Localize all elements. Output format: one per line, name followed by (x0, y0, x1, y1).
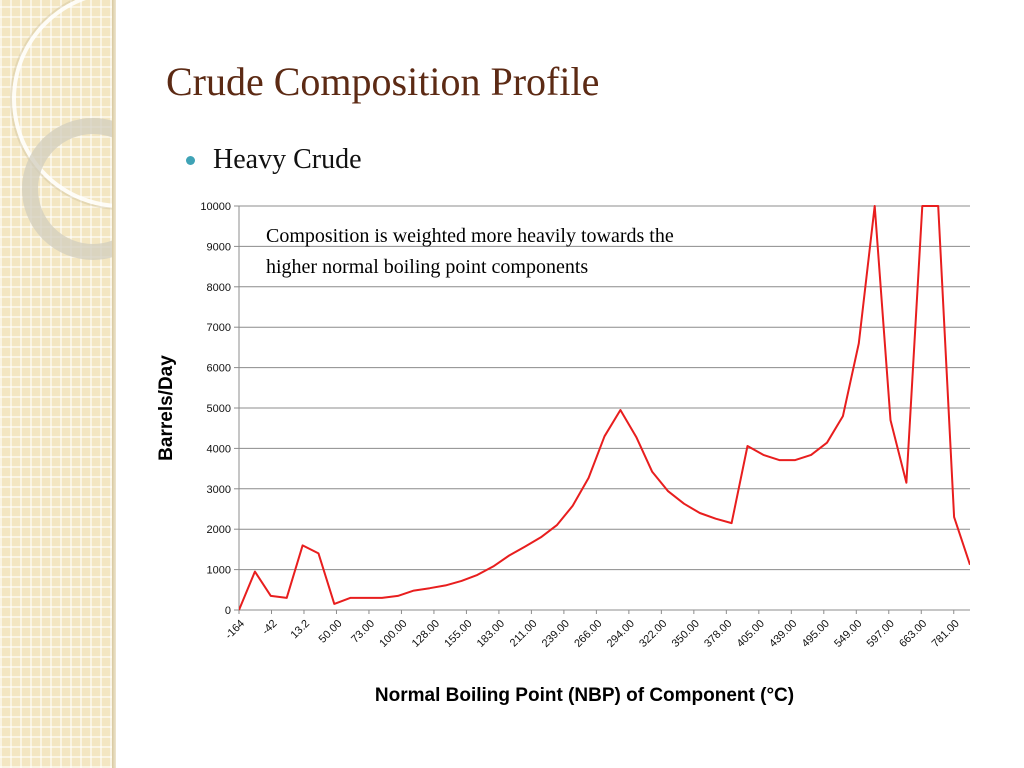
x-axis-title: Normal Boiling Point (NBP) of Component … (375, 685, 794, 706)
x-tick-label: 549.00 (832, 618, 864, 650)
x-tick-label: 239.00 (540, 618, 572, 650)
x-tick-label: 322.00 (637, 618, 669, 650)
x-tick-label: 294.00 (605, 618, 637, 650)
x-tick-label: 211.00 (508, 618, 540, 650)
x-tick-label: 405.00 (735, 618, 767, 650)
x-tick-label: 50.00 (317, 618, 345, 646)
annotation-line: Composition is weighted more heavily tow… (266, 225, 674, 247)
x-tick-label: 266.00 (572, 618, 604, 650)
sidebar-edge (112, 0, 116, 768)
y-tick-label: 5000 (207, 403, 231, 415)
y-tick-label: 1000 (207, 565, 231, 577)
y-tick-label: 0 (225, 605, 231, 617)
slide-title: Crude Composition Profile (166, 59, 600, 104)
y-tick-label: 10000 (200, 201, 231, 213)
x-tick-label: 597.00 (865, 618, 897, 650)
x-tick-label: 128.00 (410, 618, 442, 650)
x-tick-label: 495.00 (800, 618, 832, 650)
y-tick-label: 3000 (207, 484, 231, 496)
y-axis-title: Barrels/Day (156, 355, 177, 461)
chart-annotation: Composition is weighted more heavily tow… (266, 225, 674, 278)
decorative-sidebar (0, 0, 112, 768)
bullet-dot-icon (186, 155, 195, 165)
x-tick-label: 100.00 (377, 618, 409, 650)
bullet-text: Heavy Crude (213, 144, 362, 175)
x-tick-label: 378.00 (702, 618, 734, 650)
y-tick-label: 6000 (207, 363, 231, 375)
x-tick-label: 781.00 (930, 618, 962, 650)
x-tick-label: 663.00 (897, 618, 929, 650)
x-tick-label: 73.00 (349, 618, 377, 646)
bullet-item: Heavy Crude (186, 144, 362, 176)
y-tick-label: 4000 (207, 443, 231, 455)
y-tick-label: 8000 (207, 282, 231, 294)
series-line (239, 205, 970, 611)
x-tick-label: 13.2 (288, 618, 312, 642)
x-tick-label: 155.00 (442, 618, 474, 650)
x-tick-label: 439.00 (767, 618, 799, 650)
x-tick-label: 350.00 (670, 618, 702, 650)
y-tick-label: 2000 (207, 524, 231, 536)
x-tick-label: 183.00 (475, 618, 507, 650)
y-tick-label: 9000 (207, 241, 231, 253)
line-chart: 0 1000 2000 3000 4000 5000 6000 7000 8000 9000 100… (156, 201, 970, 706)
x-tick-label: -164 (223, 618, 247, 642)
y-tick-label: 7000 (207, 322, 231, 334)
annotation-line: higher normal boiling point components (266, 256, 588, 278)
x-tick-label: -42 (260, 618, 280, 638)
